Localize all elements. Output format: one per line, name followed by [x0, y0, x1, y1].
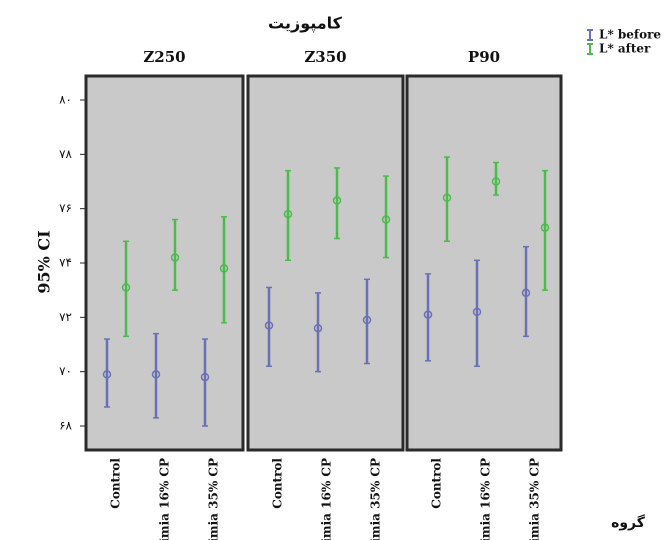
- y-tick-label: ۸۰: [59, 93, 72, 107]
- x-tick-label: Control: [430, 458, 444, 509]
- legend-label: L* before: [599, 28, 661, 42]
- y-tick-label: ۷۲: [59, 310, 72, 324]
- panel-title: Z350: [304, 48, 346, 66]
- mean-marker: [381, 215, 391, 224]
- mean-marker: [540, 223, 550, 232]
- panel: [246, 74, 405, 452]
- mean-marker: [200, 372, 210, 382]
- mean-marker: [472, 307, 482, 317]
- mean-marker: [283, 209, 293, 219]
- mean-marker: [264, 321, 274, 330]
- panel: [405, 74, 563, 452]
- y-tick-label: ۷۸: [59, 147, 72, 161]
- y-tick-label: ۷۴: [59, 256, 72, 270]
- legend-label: L* after: [599, 42, 651, 56]
- y-axis-label: 95% CI: [35, 230, 54, 293]
- mean-marker: [121, 283, 131, 292]
- y-tick-label: ۷۶: [59, 201, 72, 215]
- mean-marker: [332, 196, 342, 205]
- x-tick-label: Control: [271, 458, 285, 509]
- x-tick-label: Kimia 35% CP: [369, 458, 383, 540]
- mean-marker: [521, 288, 531, 298]
- x-tick-label: Kimia 16% CP: [479, 458, 493, 540]
- mean-marker: [423, 310, 433, 319]
- mean-marker: [491, 177, 501, 186]
- mean-marker: [442, 193, 452, 203]
- x-axis-label: گروه: [611, 514, 646, 531]
- mean-marker: [102, 370, 112, 379]
- mean-marker: [362, 315, 372, 325]
- panel-title: P90: [468, 48, 500, 66]
- mean-marker: [170, 253, 180, 262]
- y-tick-label: ۷۰: [59, 364, 72, 378]
- y-tick-label: ۶۸: [59, 419, 72, 433]
- x-tick-label: Kimia 16% CP: [158, 458, 172, 540]
- x-tick-label: Kimia 16% CP: [320, 458, 334, 540]
- chart-title: کامپوزیت: [268, 14, 343, 34]
- x-tick-label: Kimia 35% CP: [207, 458, 221, 540]
- mean-marker: [313, 323, 323, 333]
- panel: [84, 74, 245, 452]
- mean-marker: [219, 264, 229, 273]
- x-tick-label: Kimia 35% CP: [528, 458, 542, 540]
- mean-marker: [151, 370, 161, 379]
- panel-title: Z250: [143, 48, 185, 66]
- x-tick-label: Control: [109, 458, 123, 509]
